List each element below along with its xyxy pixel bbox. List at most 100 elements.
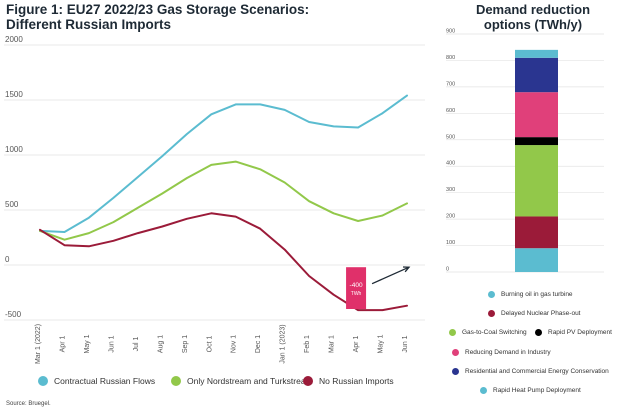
legend-item: No Russian Imports — [303, 376, 394, 386]
side-legend-label: Residential and Commercial Energy Conser… — [465, 368, 609, 375]
x-tick-label: Jun 1 — [402, 335, 409, 352]
data-point — [112, 221, 114, 223]
x-tick-label: Dec 1 — [255, 335, 262, 353]
data-point — [161, 192, 163, 195]
data-point — [112, 197, 114, 199]
annotation-arrow-head — [402, 266, 411, 273]
data-point — [235, 216, 237, 218]
bar-segment — [515, 49, 558, 58]
side-legend-swatch — [488, 310, 495, 317]
side-y-tick-label: 300 — [446, 187, 455, 193]
annotation-arrow-line — [371, 266, 410, 285]
side-legend-item: Rapid PV Deployment — [535, 329, 612, 336]
x-tick-label: Jan 1 (2023) — [280, 324, 287, 363]
bar-segment — [515, 137, 558, 146]
side-chart-title-line2: options (TWh/y) — [483, 17, 583, 32]
side-legend-item: Residential and Commercial Energy Conser… — [452, 368, 609, 375]
data-point — [210, 113, 212, 115]
nordstream-turkstream-line — [39, 160, 408, 241]
annotation-box — [346, 267, 367, 309]
side-legend-label: Gas-to-Coal Switching — [462, 329, 527, 336]
annotation-value: -400 — [350, 282, 363, 289]
data-point — [88, 217, 90, 219]
y-tick-label: 1000 — [5, 145, 23, 154]
bar-segment — [515, 145, 558, 217]
side-legend-label: Rapid PV Deployment — [548, 329, 612, 336]
y-tick-label: 500 — [5, 200, 19, 209]
data-point — [235, 103, 237, 105]
x-tick-label: Nov 1 — [231, 335, 238, 353]
data-point — [186, 177, 188, 179]
side-legend-item: Gas-to-Coal Switching — [449, 329, 527, 336]
no-russian-imports-line — [39, 212, 408, 312]
side-chart-title-line1: Demand reduction — [475, 2, 591, 17]
data-point — [186, 218, 188, 220]
side-chart-title: Demand reduction options (TWh/y) — [448, 2, 618, 32]
side-legend-label: Reducing Demand in Industry — [465, 349, 551, 356]
y-tick-label: 1500 — [5, 90, 23, 99]
side-y-tick-label: 900 — [446, 29, 455, 35]
data-point — [161, 225, 163, 228]
data-point — [308, 275, 310, 277]
data-point — [39, 229, 41, 231]
data-point — [333, 212, 335, 214]
data-point — [63, 231, 66, 233]
data-point — [284, 249, 286, 251]
legend-swatch — [38, 376, 48, 386]
side-y-tick-label: 400 — [446, 161, 455, 167]
data-point — [381, 309, 384, 311]
x-tick-label: Mar 1 (2022) — [35, 324, 42, 364]
data-point — [63, 239, 66, 241]
data-point — [63, 244, 66, 246]
data-point — [357, 220, 359, 222]
data-point — [308, 121, 310, 123]
data-point — [381, 214, 384, 217]
legend-label: Only Nordstream and Turkstream — [187, 376, 313, 386]
data-point — [137, 232, 139, 234]
side-legend-label: Delayed Nuclear Phase-out — [501, 310, 581, 317]
data-point — [406, 305, 408, 307]
side-legend-swatch — [535, 329, 542, 336]
data-point — [357, 126, 359, 129]
x-tick-label: Feb 1 — [304, 335, 311, 353]
source-note: Source: Bruegel. — [6, 401, 51, 407]
side-y-tick-label: 800 — [446, 55, 455, 61]
data-point — [88, 232, 90, 234]
data-point — [333, 294, 335, 296]
side-y-tick-label: 0 — [446, 267, 449, 273]
x-tick-label: Oct 1 — [206, 336, 213, 353]
x-tick-label: Sep 1 — [182, 335, 189, 353]
bar-segment — [515, 57, 558, 93]
side-y-tick-label: 700 — [446, 81, 455, 87]
data-point — [112, 240, 114, 242]
side-legend-label: Rapid Heat Pump Deployment — [493, 387, 581, 394]
data-point — [186, 133, 188, 135]
legend-swatch — [171, 376, 181, 386]
side-legend-swatch — [488, 291, 495, 298]
legend-item: Only Nordstream and Turkstream — [171, 376, 313, 386]
bar-segment — [515, 216, 558, 249]
data-point — [284, 181, 286, 184]
data-point — [259, 103, 261, 105]
data-point — [210, 164, 212, 166]
side-legend-swatch — [480, 387, 487, 394]
side-legend-item: Rapid Heat Pump Deployment — [480, 387, 581, 394]
x-tick-label: Apr 1 — [353, 336, 360, 353]
data-point — [284, 109, 286, 111]
bar-segment — [515, 248, 558, 272]
data-point — [333, 125, 335, 127]
x-tick-label: May 1 — [84, 334, 91, 353]
data-point — [308, 200, 310, 202]
data-point — [137, 207, 139, 209]
data-point — [406, 202, 408, 204]
x-tick-label: Jul 1 — [133, 337, 140, 352]
data-point — [137, 176, 139, 178]
side-legend-item: Reducing Demand in Industry — [452, 349, 551, 356]
legend-label: No Russian Imports — [319, 376, 394, 386]
side-legend-item: Delayed Nuclear Phase-out — [488, 310, 581, 317]
data-point — [406, 95, 408, 97]
annotation-unit: TWh — [351, 291, 362, 297]
main-chart-title-line1: Figure 1: EU27 2022/23 Gas Storage Scena… — [6, 2, 310, 17]
data-point — [235, 161, 237, 163]
legend-label: Contractual Russian Flows — [54, 376, 156, 386]
